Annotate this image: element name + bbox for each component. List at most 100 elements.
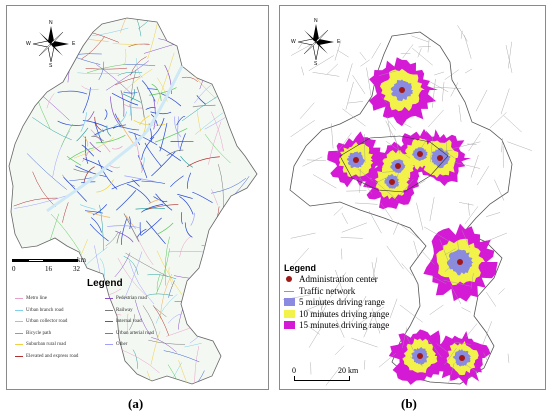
traffic-network-segment bbox=[380, 202, 393, 221]
traffic-network-segment bbox=[340, 237, 363, 239]
traffic-network-segment bbox=[444, 248, 456, 255]
legend-swatch bbox=[15, 332, 23, 334]
road-segment bbox=[123, 103, 144, 109]
traffic-network-segment bbox=[399, 304, 423, 323]
compass-w: W bbox=[26, 41, 31, 47]
traffic-network-segment bbox=[441, 149, 453, 151]
road-segment bbox=[124, 175, 157, 183]
road-segment bbox=[125, 18, 142, 37]
traffic-network-segment bbox=[337, 49, 349, 58]
scale-bar bbox=[294, 376, 350, 381]
traffic-network-segment bbox=[412, 47, 433, 66]
traffic-network-segment bbox=[434, 71, 445, 76]
traffic-network-segment bbox=[444, 347, 457, 366]
road-segment bbox=[178, 360, 194, 384]
traffic-network-segment bbox=[371, 262, 376, 284]
road-segment bbox=[82, 135, 89, 147]
traffic-network-segment bbox=[406, 336, 415, 352]
road-segment bbox=[166, 362, 182, 384]
legend-item-label: Suburban rural road bbox=[26, 342, 66, 347]
traffic-network-segment bbox=[458, 202, 474, 206]
road-segment bbox=[123, 213, 140, 242]
traffic-network-segment bbox=[460, 30, 463, 39]
road-segment bbox=[160, 93, 182, 107]
traffic-network-segment bbox=[464, 35, 472, 59]
traffic-network-segment bbox=[439, 148, 455, 159]
road-segment bbox=[159, 122, 168, 152]
road-segment bbox=[136, 235, 154, 265]
legend-swatch bbox=[105, 332, 113, 334]
traffic-network-segment bbox=[487, 232, 507, 242]
road-segment bbox=[46, 93, 55, 109]
road-segment bbox=[104, 109, 108, 120]
legend-swatch bbox=[105, 309, 113, 311]
road-segment bbox=[123, 255, 139, 275]
road-segment bbox=[80, 112, 88, 132]
scale-tick-16: 16 bbox=[45, 265, 52, 273]
road-segment bbox=[151, 151, 176, 177]
traffic-network-segment bbox=[381, 96, 388, 104]
traffic-network-segment bbox=[351, 295, 367, 322]
road-segment bbox=[133, 120, 166, 126]
traffic-network-segment bbox=[355, 202, 378, 205]
traffic-network-segment bbox=[458, 104, 462, 122]
scale-tick-20: 20 km bbox=[338, 366, 359, 375]
road-segment bbox=[76, 127, 89, 142]
administration-center-dot bbox=[437, 155, 443, 161]
road-segment bbox=[63, 176, 87, 202]
road-segment bbox=[156, 273, 161, 292]
road-segment bbox=[167, 313, 182, 324]
road-segment bbox=[126, 183, 151, 203]
road-segment bbox=[139, 115, 150, 126]
traffic-network-segment bbox=[359, 177, 373, 194]
road-segment bbox=[211, 178, 247, 194]
road-segment bbox=[117, 71, 143, 76]
legend-swatch bbox=[284, 290, 294, 292]
road-segment bbox=[155, 294, 178, 324]
road-segment bbox=[99, 258, 105, 277]
road-segment bbox=[123, 251, 143, 300]
road-segment bbox=[94, 124, 126, 136]
road-segment bbox=[73, 168, 91, 173]
traffic-network-segment bbox=[421, 250, 435, 265]
road-segment bbox=[155, 128, 188, 143]
traffic-network-segment bbox=[444, 69, 459, 80]
road-segment bbox=[211, 188, 218, 206]
road-segment bbox=[155, 193, 173, 211]
traffic-network-segment bbox=[301, 66, 304, 76]
road-legend: Metro line Urban branch road Urban collect… bbox=[7, 6, 268, 389]
traffic-network-segment bbox=[498, 288, 505, 295]
compass-e: E bbox=[72, 41, 76, 47]
road-segment bbox=[81, 85, 99, 91]
traffic-network-segment bbox=[428, 339, 442, 358]
road-segment bbox=[149, 87, 177, 96]
road-segment bbox=[141, 180, 166, 184]
road-segment bbox=[170, 175, 184, 188]
administration-center-dot bbox=[353, 157, 359, 163]
traffic-network-segment bbox=[378, 352, 397, 368]
city-boundary bbox=[8, 17, 258, 385]
road-segment bbox=[75, 165, 107, 177]
traffic-network-segment bbox=[417, 180, 426, 185]
traffic-network-segment bbox=[290, 120, 315, 138]
road-segment bbox=[86, 64, 125, 74]
traffic-network-segment bbox=[489, 112, 507, 129]
road-segment bbox=[77, 72, 120, 75]
traffic-network-segment bbox=[363, 314, 374, 338]
road-segment bbox=[111, 92, 139, 106]
road-segment bbox=[115, 76, 141, 86]
road-segment bbox=[147, 88, 158, 90]
road-segment bbox=[112, 42, 149, 45]
road-segment bbox=[116, 230, 122, 244]
road-segment bbox=[57, 90, 88, 95]
legend-item-label: Pedestrian road bbox=[116, 296, 147, 301]
road-segment bbox=[106, 60, 150, 91]
legend-item-label: Bicycle path bbox=[26, 330, 52, 336]
traffic-network-segment bbox=[342, 108, 366, 127]
traffic-network-segment bbox=[429, 197, 435, 222]
traffic-network-segment bbox=[448, 362, 455, 383]
traffic-network-segment bbox=[357, 168, 374, 182]
road-segment bbox=[210, 111, 224, 152]
road-segment bbox=[50, 213, 81, 253]
road-segment bbox=[68, 147, 96, 161]
